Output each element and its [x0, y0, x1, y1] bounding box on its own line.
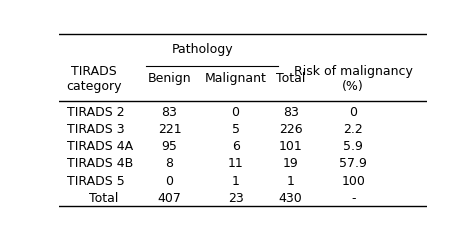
Text: 407: 407 [157, 192, 182, 205]
Text: TIRADS 4A: TIRADS 4A [66, 140, 133, 153]
Text: 57.9: 57.9 [339, 157, 367, 170]
Text: 0: 0 [232, 106, 239, 119]
Text: 8: 8 [165, 157, 173, 170]
Text: Total: Total [89, 192, 118, 205]
Text: 5.9: 5.9 [343, 140, 363, 153]
Text: Benign: Benign [147, 72, 191, 85]
Text: 0: 0 [349, 106, 357, 119]
Text: Pathology: Pathology [172, 43, 233, 55]
Text: 2.2: 2.2 [343, 123, 363, 136]
Text: -: - [351, 192, 356, 205]
Text: 95: 95 [162, 140, 177, 153]
Text: TIRADS 2: TIRADS 2 [66, 106, 124, 119]
Text: 19: 19 [283, 157, 299, 170]
Text: 1: 1 [232, 175, 239, 188]
Text: Malignant: Malignant [205, 72, 266, 85]
Text: 6: 6 [232, 140, 239, 153]
Text: 221: 221 [158, 123, 181, 136]
Text: 100: 100 [341, 175, 365, 188]
Text: 430: 430 [279, 192, 302, 205]
Text: 101: 101 [279, 140, 302, 153]
Text: 11: 11 [228, 157, 244, 170]
Text: TIRADS 4B: TIRADS 4B [66, 157, 133, 170]
Text: TIRADS 3: TIRADS 3 [66, 123, 124, 136]
Text: Total: Total [276, 72, 305, 85]
Text: 1: 1 [287, 175, 295, 188]
Text: 226: 226 [279, 123, 302, 136]
Text: 83: 83 [283, 106, 299, 119]
Text: 83: 83 [162, 106, 177, 119]
Text: 23: 23 [228, 192, 244, 205]
Text: TIRADS 5: TIRADS 5 [66, 175, 124, 188]
Text: 5: 5 [232, 123, 239, 136]
Text: TIRADS
category: TIRADS category [66, 65, 122, 93]
Text: Risk of malignancy
(%): Risk of malignancy (%) [294, 65, 412, 93]
Text: 0: 0 [165, 175, 173, 188]
